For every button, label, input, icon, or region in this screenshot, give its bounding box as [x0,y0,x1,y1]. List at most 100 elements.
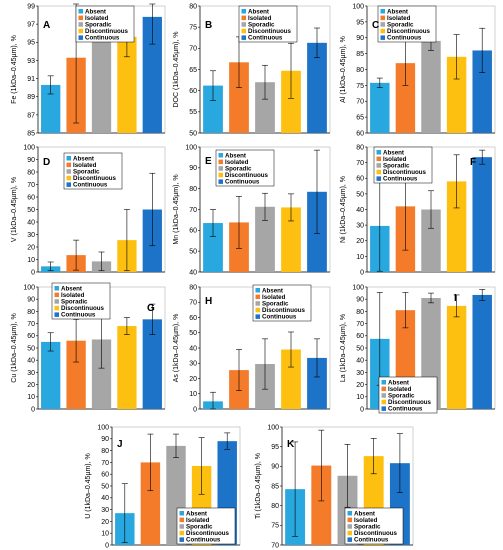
y-axis-label: U (1kDa–0.45µm), % [85,453,92,519]
y-tick-label: 40 [27,358,35,365]
legend-label: Continuous [248,35,283,42]
legend-swatch [255,307,260,313]
y-tick-label: 85 [27,130,35,137]
legend-box [252,284,312,322]
panel-a: 85 87 89 91 93 95 97 99 Fe (1kDa–0.45µm), % Absen… [11,3,166,137]
bar-isolated [229,62,249,134]
legend-label: Isolated [186,517,210,524]
legend-swatch [255,294,260,300]
y-tick-label: 70 [189,46,197,53]
y-tick-label: 60 [27,194,35,201]
legend-label: Isolated [388,386,412,393]
legend-swatch [54,305,59,311]
legend-swatch [381,380,386,385]
legend-swatch [376,176,381,181]
legend-box [344,507,404,545]
legend-swatch [179,511,184,516]
legend-swatch [179,524,184,529]
legend-box [63,152,123,190]
y-tick-label: 50 [189,249,197,256]
y-tick-label: 90 [271,464,279,471]
legend-label: Absent [186,510,207,517]
y-tick-label: 70 [356,160,364,167]
panel-c: 60 65 70 75 80 85 90 95 100 Al (1kDa–0.45µm), % Ab… [340,3,496,137]
legend-box [215,149,275,187]
y-tick-label: 60 [189,315,197,322]
y-tick-label: 100 [352,284,364,291]
legend-label: Sporadic [354,524,381,531]
legend-swatch [381,386,386,392]
panel-d: 0 10 20 30 40 50 60 70 80 90 100 V (1kDa–0.45µm), %… [11,144,166,276]
legend-swatch [66,156,71,161]
y-tick-label: 87 [27,112,35,119]
legend-label: Sporadic [85,22,112,29]
y-tick-label: 50 [189,330,197,337]
legend-swatch [78,28,83,34]
legend-swatch [380,15,385,21]
y-tick-label: 40 [356,207,364,214]
legend-label: Absent [225,152,246,159]
panel-label: H [205,296,212,307]
legend-swatch [381,399,386,405]
legend-swatch [255,301,260,306]
y-tick-label: 70 [189,300,197,307]
y-axis-label: Mn (1kDa–0.45µm), % [173,174,180,244]
legend-swatch [241,22,246,27]
legend-label: Sporadic [388,393,415,400]
y-axis-label: As (1kDa–0.45µm), % [173,314,180,383]
y-tick-label: 30 [27,370,35,377]
bar-absent [41,341,61,409]
panel-i: 0 10 20 30 40 50 60 70 80 90 100 La (1kDa–0.45µm), … [340,284,496,413]
y-tick-label: 80 [189,284,197,291]
legend-swatch [347,511,352,516]
y-tick-label: 95 [27,40,35,47]
panel-j: 0 10 20 30 40 50 60 70 80 90 100 U (1kDa–0.45µm), %… [85,424,241,549]
y-tick-label: 50 [27,207,35,214]
legend-label: Absent [85,8,106,15]
y-tick-label: 60 [356,130,364,137]
legend-label: Absent [262,287,283,294]
panel-g: 0 10 20 30 40 50 60 70 80 90 100 Cu (1kDa–0.45µm), … [11,282,166,413]
legend-label: Sporadic [387,22,414,29]
y-tick-label: 80 [356,67,364,74]
y-tick-label: 40 [356,358,364,365]
y-tick-label: 40 [189,269,197,276]
bar-absent [370,82,390,133]
legend-swatch [376,150,381,155]
legend-swatch [380,9,385,14]
legend-swatch [241,35,246,40]
panel-b: 50 55 60 65 70 75 80 DOC (1kDa–0.45µm), % Absent… [173,3,331,137]
bar-discontinuous [281,349,301,409]
y-tick-label: 20 [356,238,364,245]
legend-swatch [54,286,59,291]
bar-continuous [142,319,162,409]
y-axis-label: Cu (1kDa–0.45µm), % [11,313,18,382]
bar-discontinuous [117,36,137,133]
legend-swatch [78,9,83,14]
y-tick-label: 60 [101,472,109,479]
legend-box [238,5,298,43]
y-tick-label: 40 [101,495,109,502]
legend-label: Sporadic [262,301,289,308]
y-tick-label: 50 [189,130,197,137]
legend-label: Isolated [61,292,85,299]
y-tick-label: 80 [356,309,364,316]
bar-continuous [472,157,492,272]
legend-swatch [380,28,385,34]
bar-absent [203,85,223,133]
bar-absent [203,223,223,272]
y-tick-label: 70 [101,460,109,467]
y-tick-label: 65 [189,67,197,74]
legend-swatch [381,393,386,398]
legend-label: Continuous [61,312,96,319]
legend-label: Sporadic [248,22,275,29]
bar-discontinuous [446,181,467,272]
legend-label: Continuous [354,537,389,544]
y-tick-label: 60 [27,333,35,340]
panel-label: A [43,20,50,31]
y-tick-label: 70 [189,207,197,214]
legend-swatch [347,517,352,523]
legend-swatch [54,299,59,304]
y-tick-label: 80 [189,3,197,10]
bar-isolated [66,340,86,409]
